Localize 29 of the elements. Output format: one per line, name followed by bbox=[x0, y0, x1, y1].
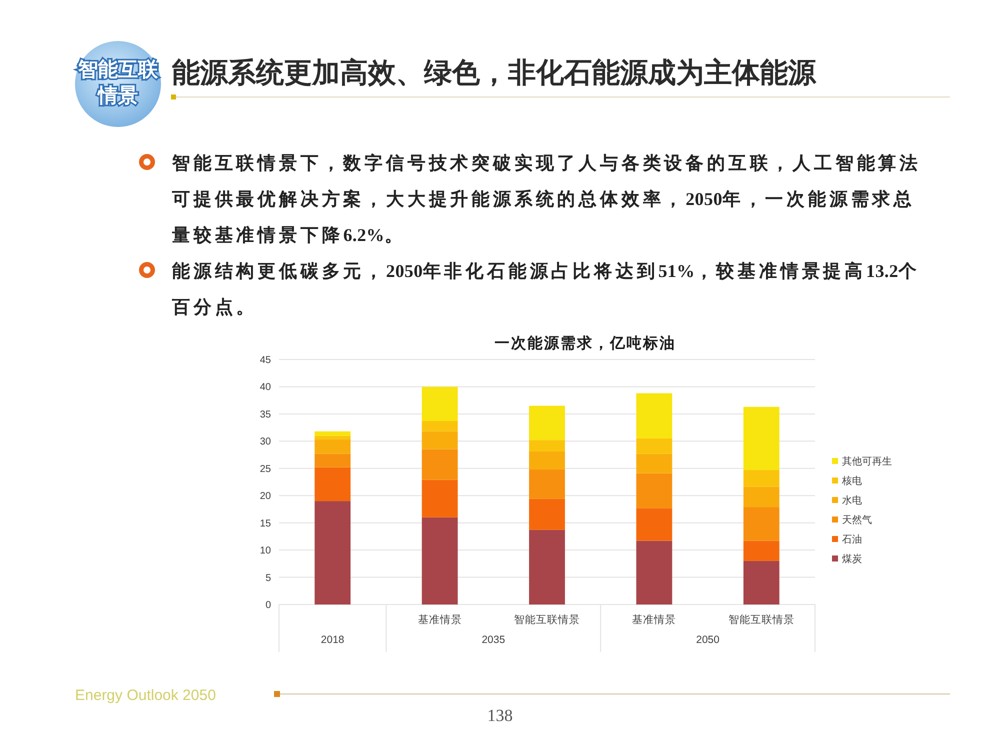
x-tick-label: 智能互联情景 bbox=[514, 614, 580, 626]
chart-title: 一次能源需求，亿吨标油 bbox=[494, 335, 676, 352]
title: 能源系统更加高效、绿色，非化石能源成为主体能源 bbox=[172, 56, 816, 89]
legend-label: 天然气 bbox=[842, 515, 872, 526]
x-group-label: 2035 bbox=[482, 634, 506, 646]
y-tick-label: 30 bbox=[260, 436, 271, 448]
x-tick-label: 基准情景 bbox=[632, 614, 676, 626]
page-number: 138 bbox=[487, 706, 513, 725]
y-tick-label: 15 bbox=[260, 518, 271, 530]
y-tick-label: 0 bbox=[265, 600, 271, 611]
bullet-text: 智能互联情景下，数字信号技术突破实现了人与各类设备的互联，人工智能算法可提供最优解决方案，大大提升能源系统的总体效率，2050年，一次能源需求总量较基准情景下降6.2%。 bbox=[172, 152, 922, 247]
y-tick-label: 20 bbox=[260, 491, 271, 502]
x-tick-label: 智能互联情景 bbox=[728, 614, 794, 626]
x-group-label: 2018 bbox=[320, 634, 344, 646]
legend-label: 核电 bbox=[842, 476, 862, 487]
y-tick-label: 35 bbox=[260, 409, 271, 420]
badge: 智能互联情景 bbox=[75, 41, 161, 127]
legend-label: 其他可再生 bbox=[842, 456, 892, 468]
y-tick-label: 10 bbox=[260, 546, 271, 557]
y-tick-label: 25 bbox=[260, 464, 271, 475]
x-tick-label: 基准情景 bbox=[418, 614, 462, 626]
legend-label: 水电 bbox=[842, 496, 862, 506]
legend-label: 煤炭 bbox=[842, 554, 862, 565]
legend-label: 石油 bbox=[842, 534, 862, 546]
footer: Energy Outlook 2050 bbox=[75, 687, 216, 704]
y-tick-label: 45 bbox=[260, 355, 271, 366]
y-tick-label: 40 bbox=[260, 382, 271, 394]
y-tick-label: 5 bbox=[265, 572, 271, 584]
x-group-label: 2050 bbox=[696, 634, 720, 646]
